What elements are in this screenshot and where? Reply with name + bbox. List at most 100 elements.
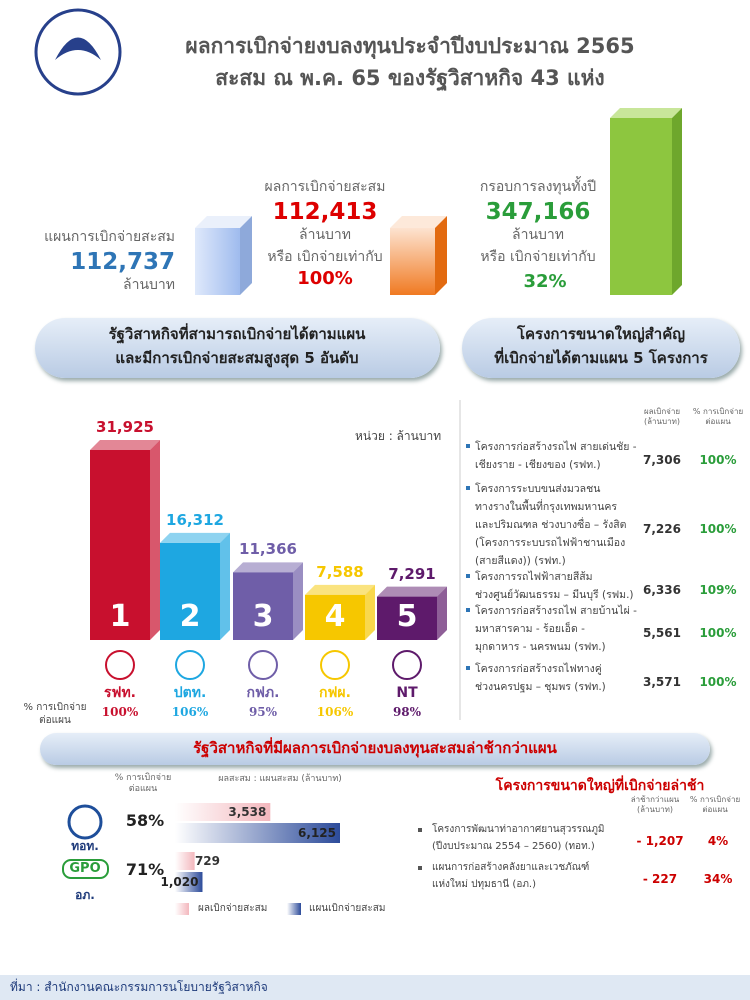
unit: ล้านบาท [123,277,175,293]
pct: 106% [316,705,354,719]
value-label: 729 [194,854,220,868]
bar [175,872,203,892]
bullet [466,608,470,612]
bar-side [293,562,303,640]
rank: 4 [324,599,346,634]
bullet [466,486,470,490]
org-name: อภ. [75,888,95,902]
col-header: (ล้านบาท) [637,805,673,814]
unit: ล้านบาท [512,227,564,243]
heading: รัฐวิสาหกิจที่สามารถเบิกจ่ายได้ตามแผน [108,325,366,343]
col-header: ล่าช้ากว่าแผน [630,795,680,804]
bar-top [233,562,303,573]
pct: 4% [707,834,729,848]
bar [90,450,150,640]
project-text: ช่วงศูนย์วัฒนธรรม – มีนบุรี (รฟม.) [475,589,634,601]
aot-logo [67,804,103,840]
title: สะสม ณ พ.ค. 65 ของรัฐวิสาหกิจ 43 แห่ง [215,66,605,90]
rank: 5 [396,599,418,634]
pct: 71% [125,860,165,879]
value-label: 6,125 [298,826,336,840]
bar [233,572,293,640]
pct: 95% [248,705,278,719]
project-text: โครงการก่อสร้างรถไฟทางคู่ [475,663,602,675]
col-header: % การเบิกจ่าย [692,407,744,416]
pill [35,318,440,378]
col-header: ต่อแผน [128,784,158,794]
org-name: ปตท. [173,685,207,701]
heading: โครงการขนาดใหญ่ที่เบิกจ่ายล่าช้า [495,778,705,794]
org-logo [248,650,278,680]
bar-side [150,440,160,640]
pct-label: ต่อแผน [39,715,71,726]
value-label: 3,538 [228,805,267,819]
value: 7,226 [643,522,681,536]
project-text: แผนการก่อสร้างคลังยาและเวชภัณฑ์ [432,862,590,873]
bar-top [160,532,230,543]
gpo-logo [62,859,109,879]
org-logo [392,650,422,680]
value-label: 16,312 [166,510,224,529]
bar [160,542,220,640]
pill [462,318,740,378]
org-name: ทอท. [71,839,99,853]
value: - 1,207 [636,834,684,848]
value: 112,413 [272,199,378,225]
project-text: (สายสีแดง)) (รฟท.) [475,555,566,567]
value: 100% [297,268,353,289]
pct: 58% [125,811,165,830]
logo-text: GPO [69,861,101,876]
bar [305,594,365,640]
value: 7,306 [643,453,681,467]
project-text: มหาสารคาม - ร้อยเอ็ด - [475,623,585,635]
pill [40,733,710,765]
project-text: มุกดาหาร - นครพนม (รฟท.) [475,641,606,653]
value-label: 31,925 [96,418,154,436]
plan-cube [195,216,252,295]
heading: และมีการเบิกจ่ายสะสมสูงสุด 5 อันดับ [115,349,359,367]
label: กรอบการลงทุนทั้งปี [479,179,597,195]
value-label: 1,020 [160,875,199,889]
rank: 3 [252,599,274,634]
org-name: กฟภ. [246,685,280,701]
bar-side [437,586,447,640]
pct: 100% [699,453,737,467]
value: 347,166 [485,199,591,225]
bullet [418,828,422,832]
project-text: โครงการพัฒนาท่าอากาศยานสุวรรณภูมิ [432,824,605,835]
org-name: กฟผ. [319,685,351,701]
actual-cube [390,216,447,295]
project-text: โครงการระบบขนส่งมวลชน [475,483,601,495]
pct: 106% [171,705,209,719]
org-logo [320,650,350,680]
pct: 100% [699,626,737,640]
org-name: NT [396,685,418,701]
heading: โครงการขนาดใหญ่สำคัญ [516,325,686,343]
value-label: 7,291 [388,564,436,583]
value: 5,561 [643,626,681,640]
bar [377,596,437,640]
bar [175,803,271,821]
pct: 34% [703,872,733,886]
project-text: แห่งใหม่ ปทุมธานี (อภ.) [432,879,537,890]
pct: 100% [699,522,737,536]
logo [34,8,122,96]
bar-top [305,584,375,595]
value-label: 7,588 [316,562,364,581]
heading: ที่เบิกจ่ายได้ตามแผน 5 โครงการ [494,349,708,367]
footer: ที่มา : สำนักงานคณะกรรมการนโยบายรัฐวิสาห… [10,980,268,994]
logo-bird [55,37,101,60]
project-text: ช่วงนครปฐม – ชุมพร (รฟท.) [475,681,606,693]
project-text: (ปีงบประมาณ 2554 – 2560) (ทอท.) [432,841,595,852]
bar-side [220,532,230,640]
project-text: เชียงราย - เชียงของ (รฟท.) [475,459,601,471]
col-header: % การเบิกจ่าย [114,773,172,783]
pct-label: % การเบิกจ่าย [23,702,87,713]
col-header: ผลสะสม : แผนสะสม (ล้านบาท) [218,774,342,784]
value-label: 11,366 [239,540,297,559]
budget-cube [610,108,682,295]
bar [175,852,195,870]
project-text: โครงการรถไฟฟ้าสายสีส้ม [475,571,593,583]
